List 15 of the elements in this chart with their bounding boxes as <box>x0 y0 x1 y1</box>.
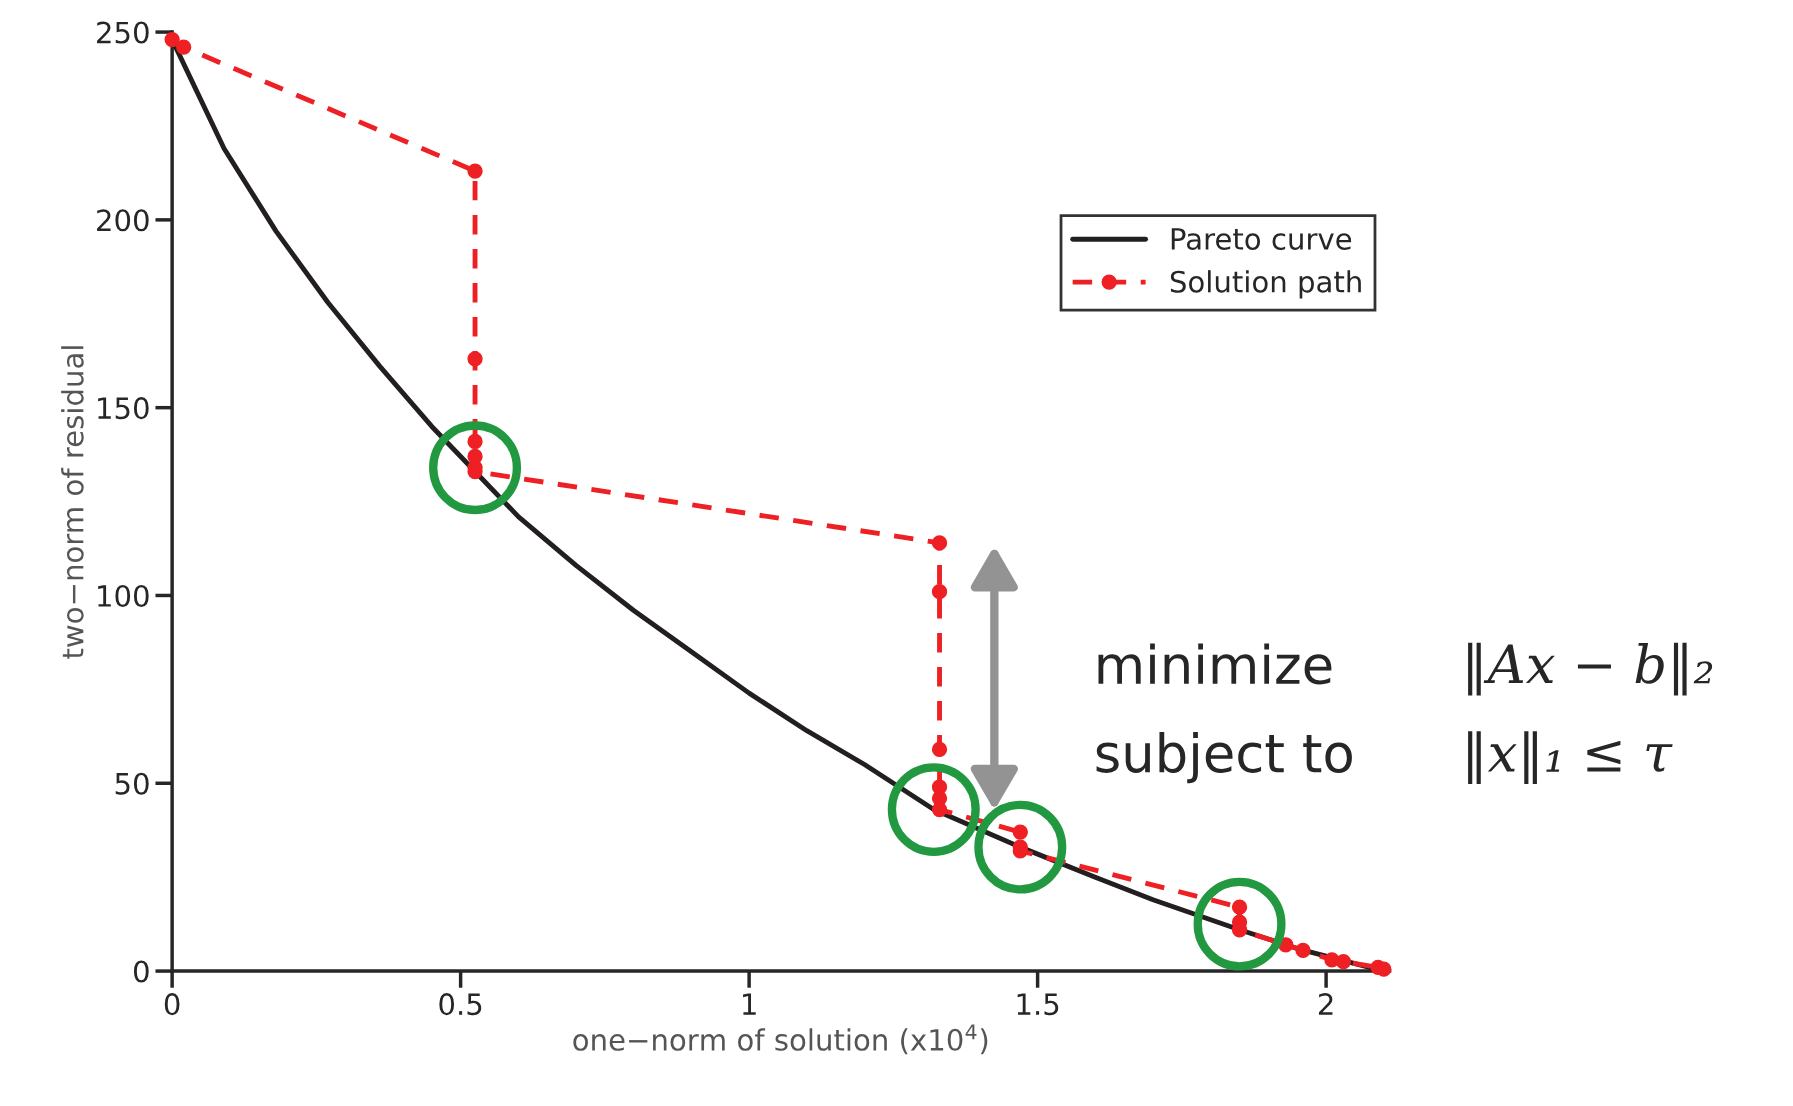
y-tick-label: 250 <box>97 21 149 44</box>
y-tick-label: 100 <box>98 584 149 607</box>
x-tick-label: 2 <box>1318 993 1333 1015</box>
y-axis-title: two−norm of residual <box>61 346 84 659</box>
x-axis-title: one−norm of solution (x10$^{4}$) <box>573 1024 988 1055</box>
y-tick-label: 150 <box>98 397 149 420</box>
y-tick-label: 0 <box>133 960 149 983</box>
x-tick-label: 1 <box>743 993 756 1015</box>
y-tick-label: 200 <box>97 209 149 232</box>
x-tick-label: 1.5 <box>1017 993 1059 1016</box>
y-tick-label: 50 <box>115 772 149 795</box>
x-tick-label: 0.5 <box>439 993 482 1016</box>
text: ‖Ax − b‖₂ <box>1468 642 1713 696</box>
text: ‖x‖₁ ≤ τ <box>1468 731 1673 784</box>
x-tick-label: 0 <box>164 993 180 1016</box>
